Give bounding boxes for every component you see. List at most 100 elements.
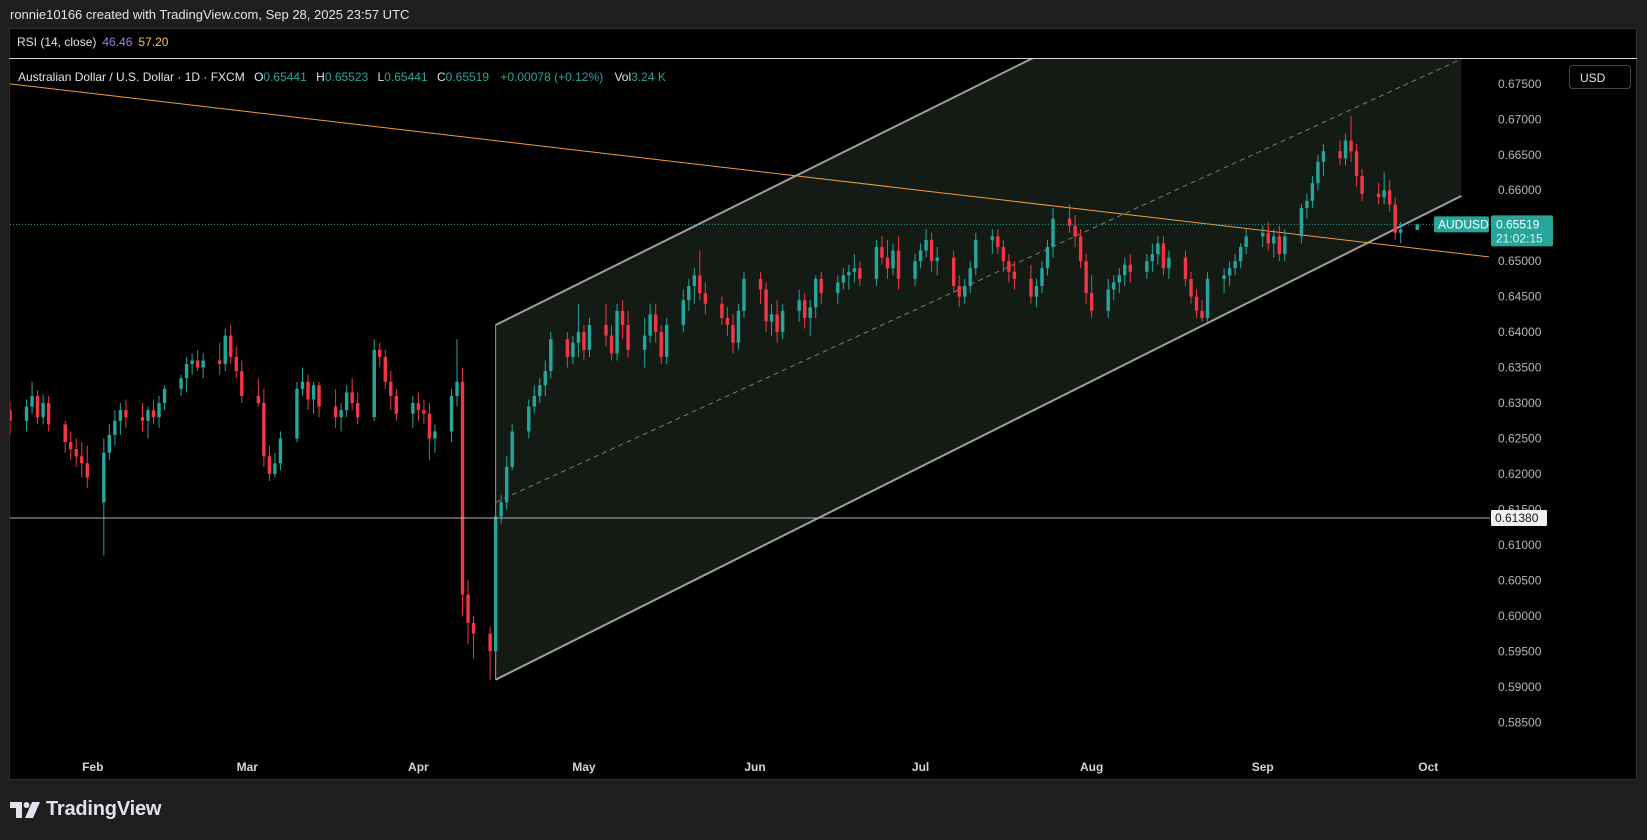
candle-body	[471, 622, 476, 634]
candle-body	[896, 250, 901, 279]
candle	[576, 303, 581, 357]
x-tick-label: Jul	[912, 760, 929, 774]
tradingview-logo[interactable]: TradingView	[10, 798, 161, 821]
candle-body	[1073, 225, 1077, 237]
candle-body	[913, 261, 917, 279]
candle-body	[974, 239, 978, 269]
candle-body	[355, 403, 360, 418]
candle-body	[780, 310, 785, 333]
candle-body	[35, 395, 40, 418]
candle-body	[262, 403, 266, 457]
candle	[1338, 140, 1342, 166]
symbol-legend[interactable]: Australian Dollar / U.S. Dollar · 1D · F…	[18, 70, 666, 84]
candle-body	[267, 456, 272, 474]
candle	[190, 353, 194, 375]
candle-body	[146, 410, 150, 421]
candle-body	[996, 236, 1000, 247]
candle	[1393, 197, 1397, 240]
candle	[1382, 172, 1386, 205]
candle-body	[1338, 151, 1342, 159]
countdown-tag-text: 21:02:15	[1496, 231, 1543, 245]
candle-body	[1376, 193, 1381, 198]
candle	[847, 264, 851, 290]
candle-body	[1354, 151, 1359, 177]
candle	[162, 385, 167, 411]
candle-body	[493, 516, 498, 652]
candle	[1227, 261, 1232, 286]
candle	[819, 271, 823, 304]
candle	[416, 392, 421, 421]
x-tick-label: Aug	[1080, 760, 1103, 774]
candle-body	[802, 300, 807, 318]
candle	[74, 438, 78, 467]
candle-body	[1150, 254, 1155, 262]
rsi-title: RSI (14, close)	[17, 35, 97, 49]
high-value: 0.65523	[324, 70, 369, 84]
candle	[504, 456, 509, 510]
candle	[433, 424, 437, 453]
candle-body	[1316, 161, 1320, 184]
candle-body	[847, 271, 851, 276]
rsi-legend[interactable]: RSI (14, close) 46.46 57.20	[17, 35, 168, 49]
candle-body	[30, 395, 34, 407]
candle	[665, 317, 669, 365]
level-price-tag-text: 0.61380	[1495, 511, 1539, 525]
candle	[703, 282, 708, 315]
candle	[499, 495, 503, 524]
candle-body	[1112, 282, 1116, 290]
candle	[1283, 229, 1287, 262]
candle-body	[642, 335, 647, 350]
candle	[913, 254, 917, 286]
candle-body	[1084, 261, 1088, 294]
resistance-trendline	[10, 83, 1490, 258]
candle	[35, 390, 40, 425]
candle	[311, 381, 316, 414]
candle-body	[1012, 271, 1017, 279]
candle-body	[460, 381, 465, 595]
candle	[698, 250, 702, 301]
candle-body	[504, 466, 509, 503]
candle	[273, 452, 277, 478]
y-tick-label: 0.64500	[1498, 290, 1542, 304]
candle-body	[532, 395, 536, 407]
candle	[107, 424, 112, 460]
candle-body	[1227, 268, 1232, 276]
candle-body	[184, 364, 189, 379]
candle	[996, 229, 1000, 255]
candle	[223, 328, 227, 372]
candle	[1112, 275, 1116, 301]
candle	[990, 229, 995, 255]
candle	[113, 410, 117, 446]
candle-body	[1034, 286, 1039, 297]
candle-body	[963, 286, 967, 297]
currency-button[interactable]: USD	[1569, 65, 1631, 89]
candle	[1045, 239, 1050, 276]
candle-body	[422, 410, 426, 414]
candle	[841, 268, 846, 290]
candle-body	[433, 431, 437, 439]
candle-body	[1277, 236, 1282, 255]
open-label: O	[254, 70, 264, 84]
rsi-pane-header: RSI (14, close) 46.46 57.20	[9, 28, 1637, 59]
candle	[80, 442, 84, 478]
level-price-tag	[1491, 509, 1547, 526]
rsi-value-2: 57.20	[138, 35, 169, 49]
candle-body	[102, 452, 106, 503]
candle-body	[1200, 310, 1204, 318]
candle-body	[510, 431, 514, 467]
candle	[217, 342, 222, 375]
candle	[527, 399, 531, 439]
candle	[102, 438, 106, 556]
candle-body	[273, 463, 277, 474]
candle-body	[46, 403, 51, 425]
candle-body	[659, 332, 663, 357]
x-tick-label: Apr	[408, 760, 429, 774]
candle-body	[549, 339, 553, 372]
candle	[30, 381, 34, 414]
candle	[775, 300, 779, 343]
candle-body	[394, 395, 399, 414]
chart-caption: ronnie10166 created with TradingView.com…	[10, 7, 410, 22]
candle	[1261, 225, 1265, 247]
candle-body	[852, 268, 857, 272]
